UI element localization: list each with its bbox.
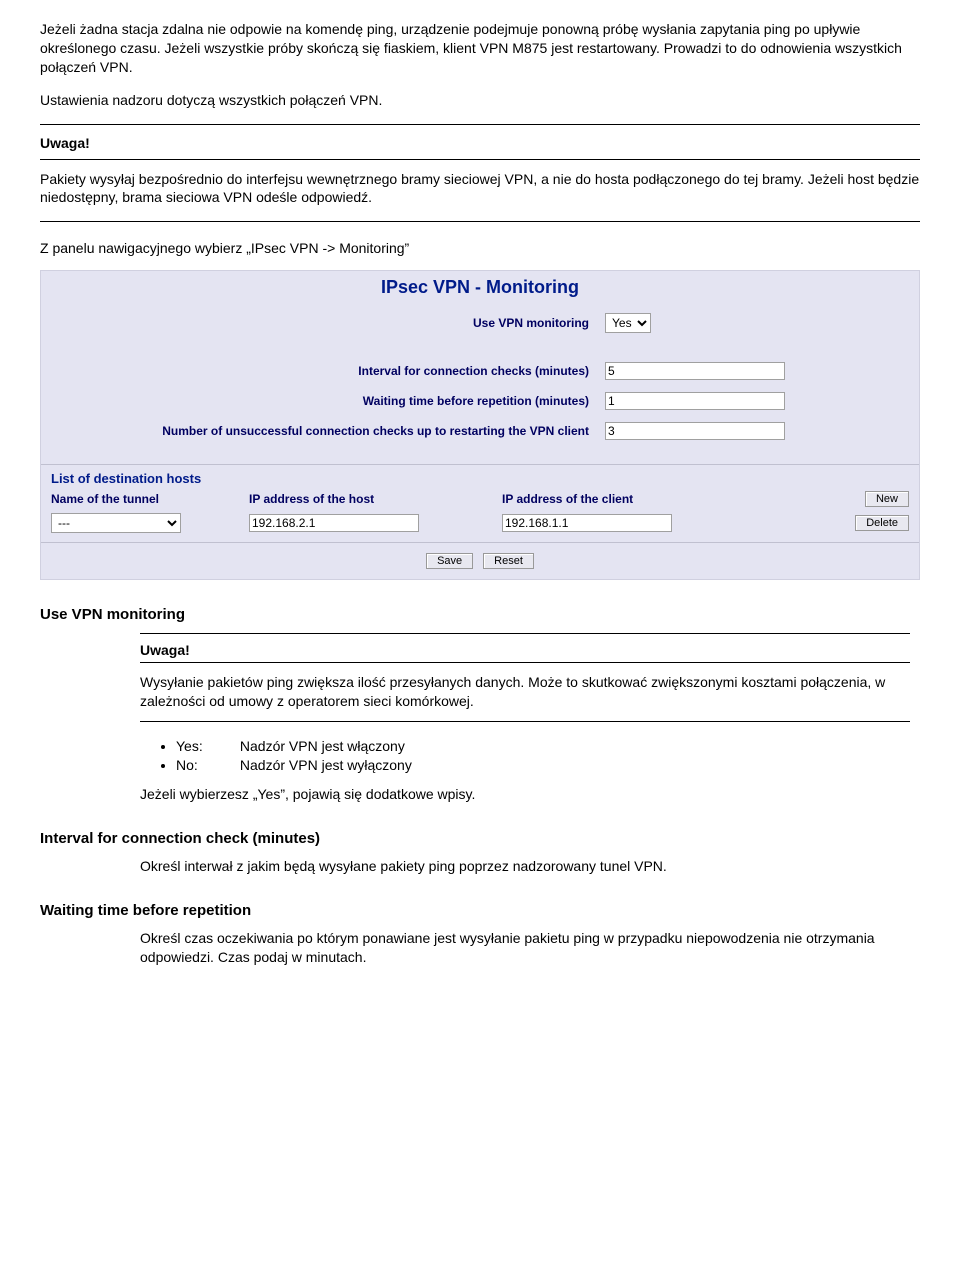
divider	[40, 221, 920, 222]
new-button[interactable]: New	[865, 491, 909, 507]
delete-button[interactable]: Delete	[855, 515, 909, 531]
use-vpn-select[interactable]: Yes	[605, 313, 651, 333]
unsuccessful-label: Number of unsuccessful connection checks…	[55, 424, 605, 439]
note-body: Wysyłanie pakietów ping zwiększa ilość p…	[140, 673, 910, 711]
option-no: No: Nadzór VPN jest wyłączony	[176, 757, 910, 773]
unsuccessful-input[interactable]	[605, 422, 785, 440]
paragraph-intro: Jeżeli żadna stacja zdalna nie odpowie n…	[40, 20, 920, 77]
note-title: Uwaga!	[40, 135, 920, 151]
ipsec-monitoring-panel: IPsec VPN - Monitoring Use VPN monitorin…	[40, 270, 920, 580]
wait-input[interactable]	[605, 392, 785, 410]
note-block: Uwaga! Wysyłanie pakietów ping zwiększa …	[140, 633, 910, 804]
tunnel-select[interactable]: ---	[51, 513, 181, 533]
use-vpn-heading: Use VPN monitoring	[40, 606, 920, 623]
note-title: Uwaga!	[140, 642, 910, 658]
panel-title: IPsec VPN - Monitoring	[41, 271, 919, 308]
option-no-value: Nadzór VPN jest wyłączony	[240, 757, 412, 773]
interval-heading: Interval for connection check (minutes)	[40, 830, 920, 847]
col-tunnel-header: Name of the tunnel	[51, 492, 241, 506]
nav-instruction: Z panelu nawigacyjnego wybierz „IPsec VP…	[40, 240, 920, 256]
divider	[40, 124, 920, 125]
reset-button[interactable]: Reset	[483, 553, 534, 569]
option-yes-value: Nadzór VPN jest włączony	[240, 738, 405, 754]
wait-heading: Waiting time before repetition	[40, 902, 920, 919]
paragraph-settings: Ustawienia nadzoru dotyczą wszystkich po…	[40, 91, 920, 110]
yes-note: Jeżeli wybierzesz „Yes”, pojawią się dod…	[140, 785, 910, 804]
option-no-key: No:	[176, 757, 236, 773]
interval-body: Określ interwał z jakim będą wysyłane pa…	[140, 857, 910, 876]
interval-input[interactable]	[605, 362, 785, 380]
save-button[interactable]: Save	[426, 553, 473, 569]
divider	[140, 721, 910, 722]
wait-label: Waiting time before repetition (minutes)	[55, 394, 605, 409]
options-list: Yes: Nadzór VPN jest włączony No: Nadzór…	[176, 738, 910, 773]
col-client-header: IP address of the client	[502, 492, 747, 506]
dest-hosts-heading: List of destination hosts	[41, 464, 919, 488]
wait-body: Określ czas oczekiwania po którym ponawi…	[140, 929, 910, 967]
divider	[140, 633, 910, 634]
client-ip-input[interactable]	[502, 514, 672, 532]
option-yes: Yes: Nadzór VPN jest włączony	[176, 738, 910, 754]
note-body: Pakiety wysyłaj bezpośrednio do interfej…	[40, 170, 920, 208]
option-yes-key: Yes:	[176, 738, 236, 754]
col-host-header: IP address of the host	[249, 492, 494, 506]
divider	[140, 662, 910, 663]
use-vpn-label: Use VPN monitoring	[55, 316, 605, 331]
divider	[40, 159, 920, 160]
host-ip-input[interactable]	[249, 514, 419, 532]
interval-label: Interval for connection checks (minutes)	[55, 364, 605, 379]
